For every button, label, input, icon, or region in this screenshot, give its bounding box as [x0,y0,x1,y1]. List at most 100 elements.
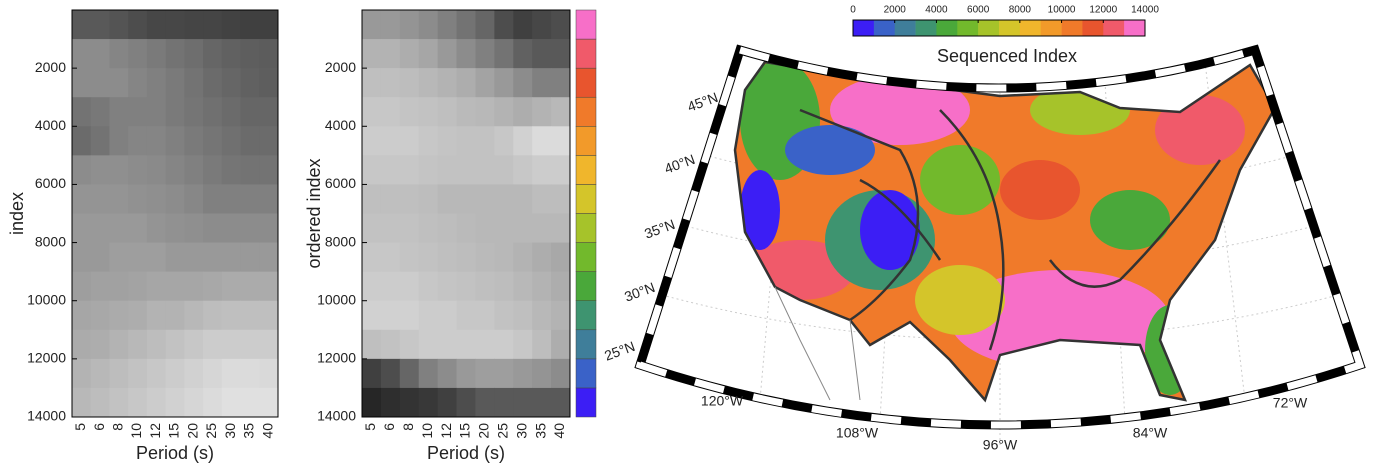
heatmap-cell [362,68,382,98]
heatmap-cell [259,97,279,127]
heatmap-cell [551,184,571,214]
heatmap-cell [513,358,533,389]
y-tick-label: 8000 [325,233,356,249]
colorbar-swatch [575,271,597,301]
heatmap-cell [399,68,420,98]
heatmap-cell [475,387,495,418]
heatmap-cell [259,68,279,98]
heatmap-cell [437,155,458,185]
heatmap-cell [184,184,204,214]
heatmap-cell [494,213,514,244]
heatmap-cell [551,155,571,185]
heatmap-cell [513,68,533,98]
heatmap-cell [259,387,279,418]
heatmap-cell [203,39,223,69]
latitude-label: 35°N [642,216,677,242]
heatmap-cell [165,358,185,389]
heatmap-cell [146,97,167,127]
plot-frame [71,9,279,418]
heatmap-cell [494,126,514,156]
heatmap-cell [146,126,167,156]
colorbar-swatch [575,38,597,69]
heatmap-cell [475,155,495,185]
heatmap-cell [475,184,495,214]
heatmap-cell [437,213,458,244]
heatmap-cell [551,387,571,418]
heatmap-cell [109,155,129,185]
heatmap-cell [380,242,401,273]
heatmap-cell [146,68,167,98]
heatmap-cell [90,97,110,127]
heatmap-cell [203,184,223,214]
x-tick-label: 8 [110,423,126,431]
heatmap-cell [380,155,401,185]
heatmap-cell [532,68,552,98]
heatmap-cell [437,126,458,156]
heatmap-cell [399,39,420,69]
x-axis-label: Period (s) [427,443,505,463]
y-axis-label: ordered index [304,158,324,268]
colorbar-swatch [1040,20,1062,36]
heatmap-cell [128,39,148,69]
heatmap-cell [203,155,223,185]
heatmap-cell [221,126,242,156]
heatmap-cell [418,68,439,98]
heatmap-cell [259,242,279,273]
heatmap-cell [90,184,110,214]
heatmap-cell [418,10,439,40]
heatmap-cell [221,39,242,69]
heatmap-cell [475,300,495,331]
heatmap-cell [513,184,533,214]
heatmap-cell [165,126,185,156]
heatmap-cell [399,10,420,40]
heatmap-cell [109,10,129,40]
x-axis-label: Period (s) [136,443,214,463]
heatmap-cell [399,97,420,127]
heatmap-cell [184,10,204,40]
heatmap-cell [146,184,167,214]
heatmap-cell [362,271,382,302]
heatmap-cell [475,68,495,98]
heatmap-cell [362,213,382,244]
heatmap-cell [90,126,110,156]
heatmap-cell [184,213,204,244]
heatmap-cell [128,68,148,98]
heatmap-cell [362,242,382,273]
heatmap-cell [437,300,458,331]
x-tick-label: 30 [222,423,238,439]
heatmap-cell [90,358,110,389]
heatmap-cell [380,68,401,98]
x-tick-label: 10 [419,423,435,439]
heatmap-cell [380,39,401,69]
heatmap-cell [146,387,167,418]
heatmap-cell [128,387,148,418]
heatmap-cell [203,242,223,273]
heatmap-cell [418,271,439,302]
heatmap-cell [551,68,571,98]
heatmap-cell [399,155,420,185]
heatmap-cell [221,155,242,185]
heatmap-cell [165,329,185,360]
heatmap-cell [259,126,279,156]
longitude-label: 96°W [983,437,1018,453]
heatmap-cell [437,10,458,40]
heatmap-cell [203,271,223,302]
heatmap-cell [184,358,204,389]
heatmap-cell [90,300,110,331]
heatmap-cell [551,39,571,69]
heatmap-cell [494,10,514,40]
heatmap-cell [532,155,552,185]
heatmap-cell [72,300,92,331]
heatmap-cell [128,97,148,127]
heatmap-cell [456,97,476,127]
mexico-border [774,286,861,401]
x-tick-label: 5 [362,423,378,431]
heatmap-cell [259,271,279,302]
heatmap-cell [184,242,204,273]
heatmap-cell [494,68,514,98]
y-axis-label: index [7,192,27,235]
heatmap-cell [551,358,571,389]
x-tick-label: 40 [259,423,275,439]
heatmap-cell [418,97,439,127]
